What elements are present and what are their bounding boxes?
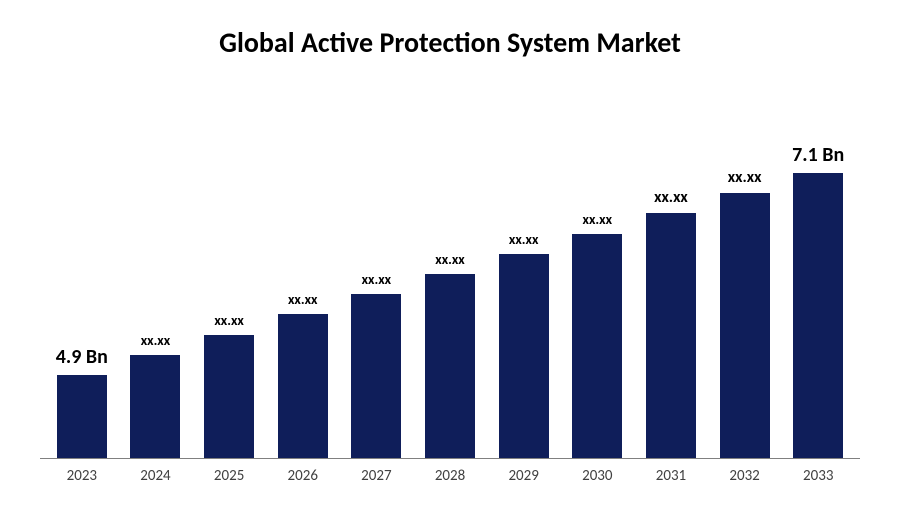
bar-wrapper: xx.xx	[634, 90, 708, 458]
x-tick-label: 2032	[708, 467, 782, 485]
bar	[130, 355, 180, 458]
bar-wrapper: xx.xx	[560, 90, 634, 458]
bar-value-label: 4.9 Bn	[56, 345, 108, 369]
x-tick-label: 2031	[634, 467, 708, 485]
bar-value-label: xx.xx	[728, 168, 762, 187]
bar	[204, 335, 254, 458]
bar	[425, 274, 475, 458]
x-tick-label: 2025	[192, 467, 266, 485]
bar	[793, 173, 843, 458]
bar-wrapper: xx.xx	[340, 90, 414, 458]
x-tick-label: 2029	[487, 467, 561, 485]
x-tick-label: 2028	[413, 467, 487, 485]
plot-area: 4.9 Bn xx.xx xx.xx xx.xx xx.xx xx.xx xx.xx xx.x…	[40, 90, 860, 459]
bar	[278, 314, 328, 458]
bar-wrapper: xx.xx	[487, 90, 561, 458]
bar-value-label: 7.1 Bn	[792, 143, 844, 167]
bar-wrapper: xx.xx	[266, 90, 340, 458]
bar-wrapper: 7.1 Bn	[781, 90, 855, 458]
x-tick-label: 2023	[45, 467, 119, 485]
bar-value-label: xx.xx	[654, 188, 688, 207]
bar-value-label: xx.xx	[288, 291, 317, 308]
bar-value-label: xx.xx	[583, 211, 612, 228]
bar	[499, 254, 549, 458]
bar-wrapper: xx.xx	[192, 90, 266, 458]
bar-wrapper: xx.xx	[413, 90, 487, 458]
bar-value-label: xx.xx	[435, 251, 464, 268]
chart-container: Global Active Protection System Market 4…	[0, 0, 900, 525]
bar	[720, 193, 770, 458]
bar-wrapper: xx.xx	[119, 90, 193, 458]
x-tick-label: 2033	[781, 467, 855, 485]
bar-value-label: xx.xx	[214, 312, 243, 329]
bar	[57, 375, 107, 458]
x-tick-label: 2024	[119, 467, 193, 485]
x-tick-label: 2030	[560, 467, 634, 485]
bar	[351, 294, 401, 458]
bar-wrapper: 4.9 Bn	[45, 90, 119, 458]
bar-value-label: xx.xx	[362, 271, 391, 288]
x-tick-label: 2027	[340, 467, 414, 485]
bar	[572, 234, 622, 458]
bar-wrapper: xx.xx	[708, 90, 782, 458]
x-axis: 2023202420252026202720282029203020312032…	[40, 459, 860, 485]
chart-title: Global Active Protection System Market	[40, 25, 860, 60]
bar	[646, 213, 696, 458]
bar-value-label: xx.xx	[141, 332, 170, 349]
bar-value-label: xx.xx	[509, 231, 538, 248]
x-tick-label: 2026	[266, 467, 340, 485]
